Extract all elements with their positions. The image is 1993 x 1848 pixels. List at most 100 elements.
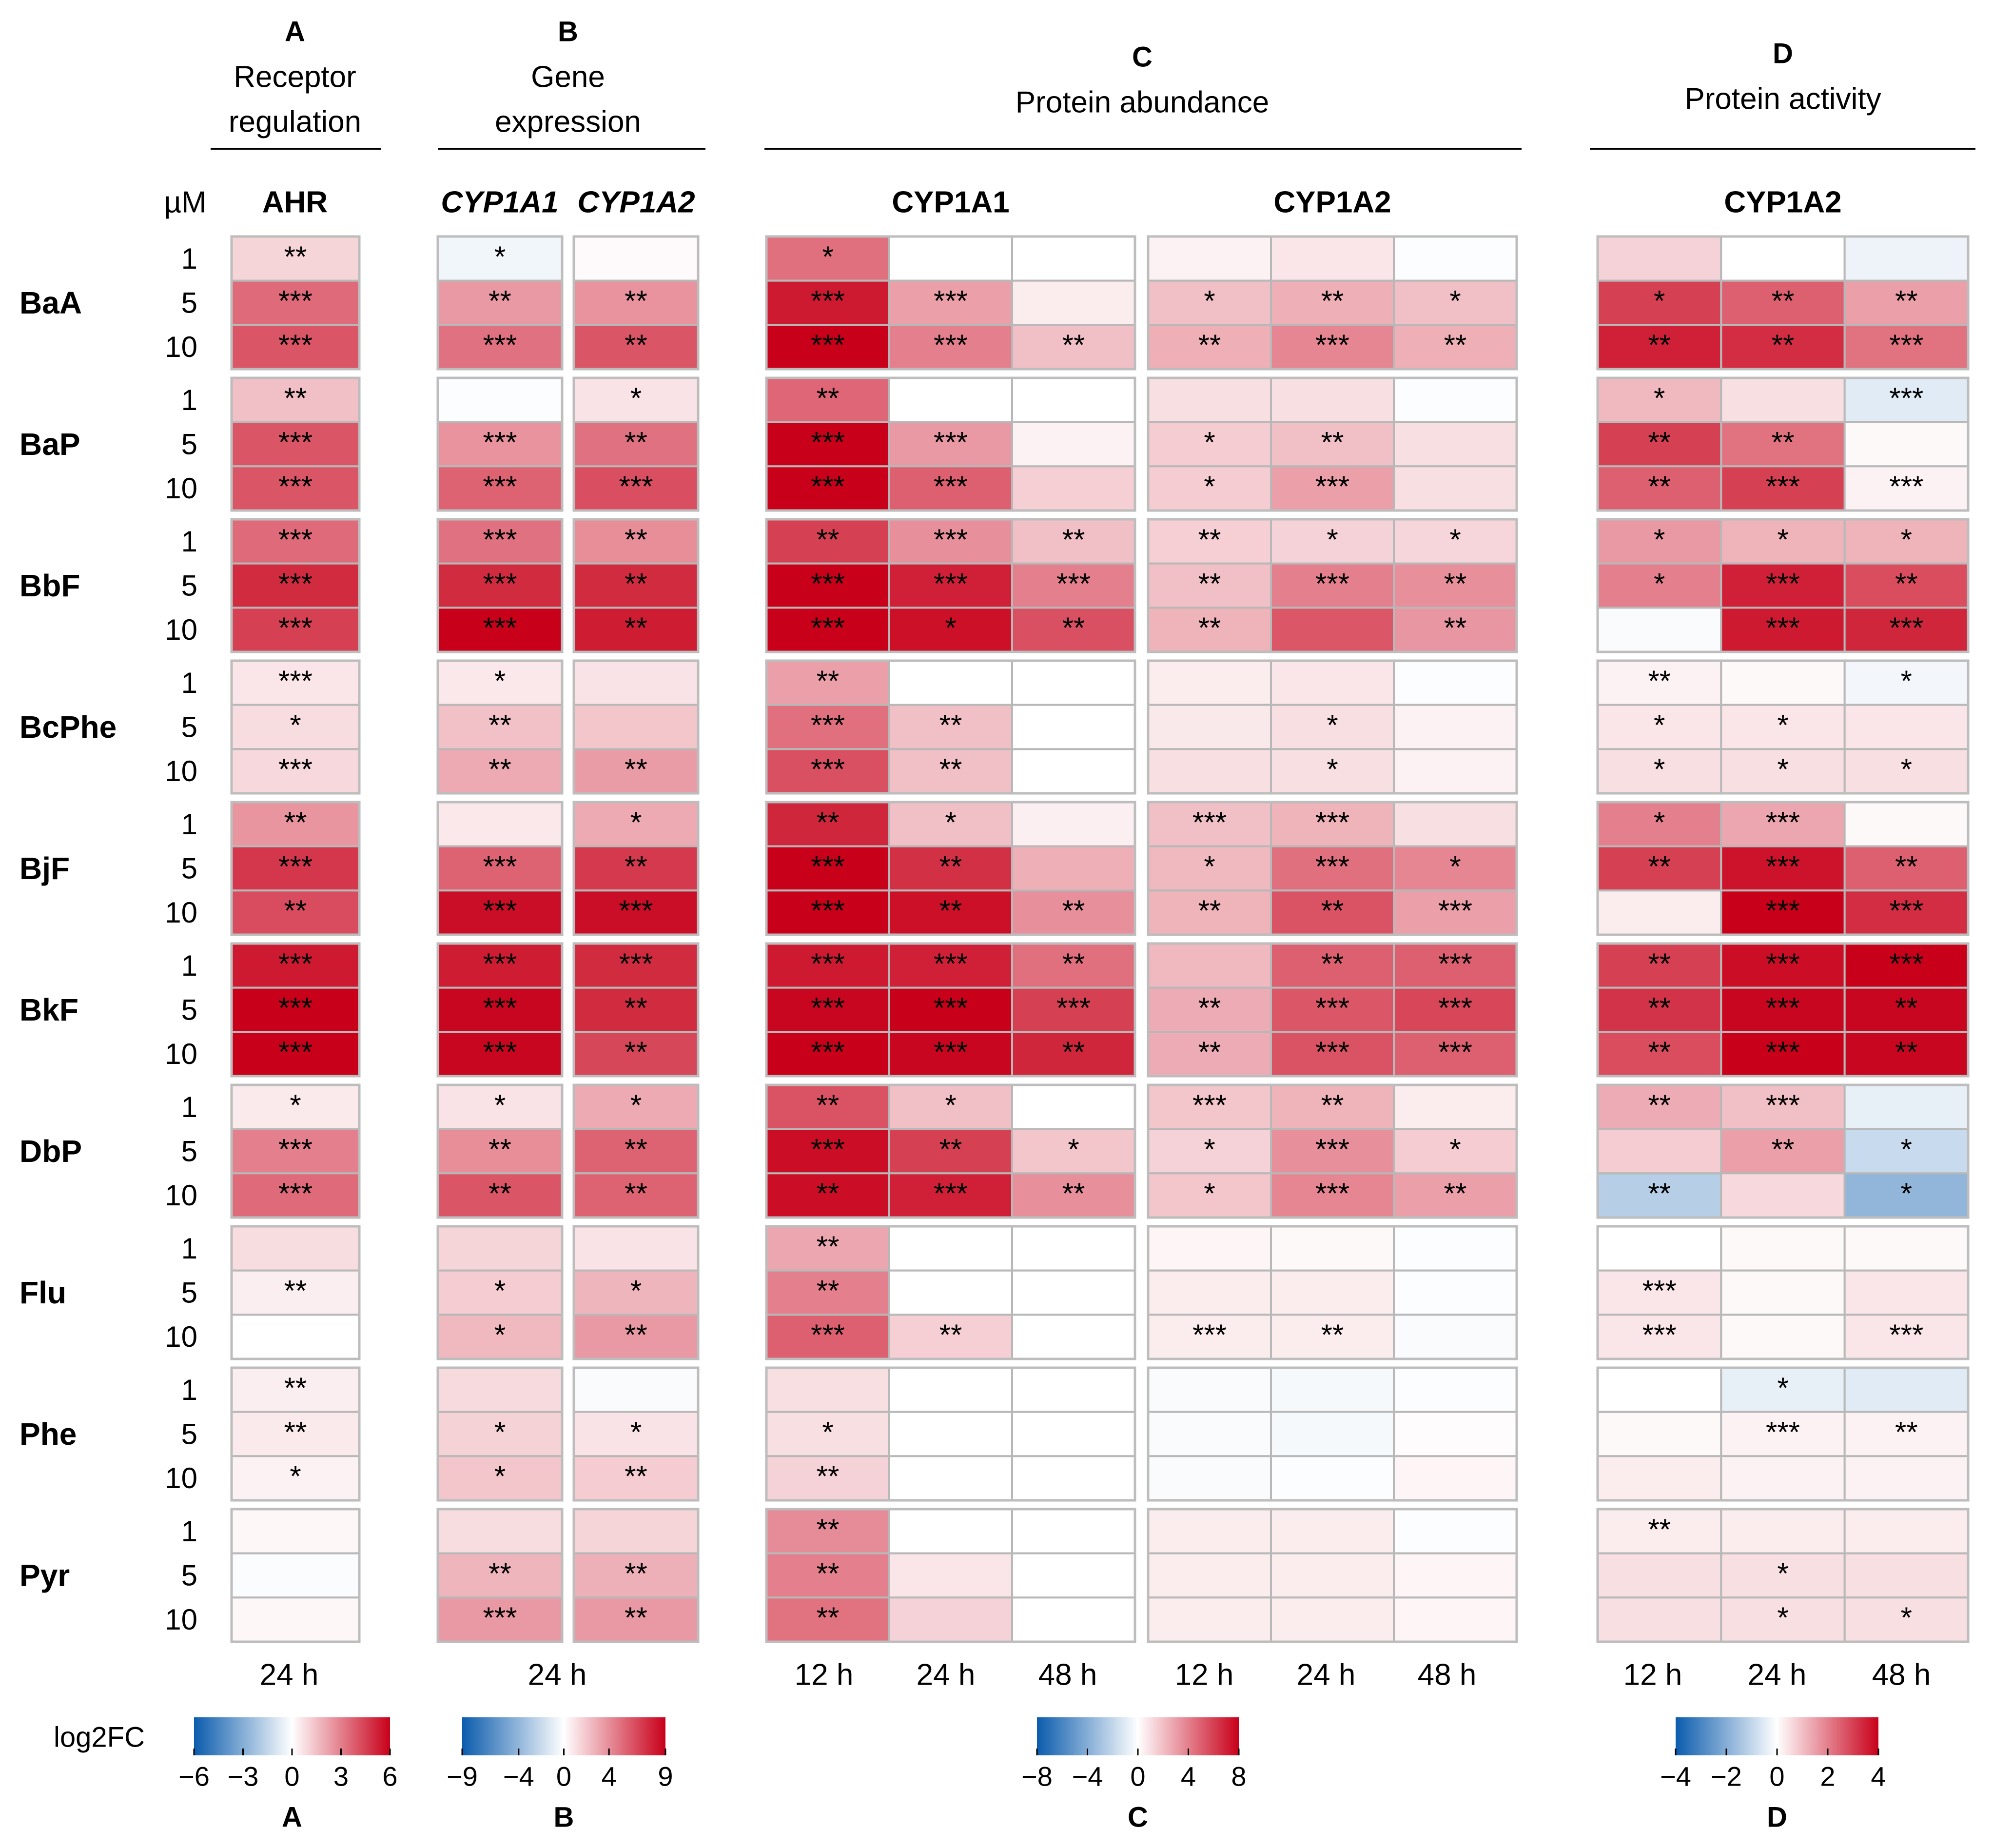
significance-stars: *** — [1438, 992, 1472, 1024]
colorbar-tick-label: 0 — [284, 1761, 299, 1792]
compound-label: Flu — [20, 1275, 66, 1310]
heatmap-cell — [437, 660, 563, 706]
heatmap-cell — [1147, 1508, 1272, 1554]
significance-stars: * — [1204, 426, 1215, 459]
heatmap-cell — [1011, 1314, 1136, 1360]
significance-stars: *** — [1056, 568, 1091, 600]
heatmap-block-border — [230, 942, 361, 1078]
significance-stars: * — [630, 382, 642, 414]
significance-stars: *** — [1766, 894, 1800, 927]
significance-stars: *** — [483, 568, 517, 600]
compound-label: Pyr — [20, 1558, 70, 1593]
heatmap-cell — [1843, 1269, 1970, 1316]
significance-stars: *** — [934, 285, 968, 317]
colorbar-tick-label: −4 — [1072, 1761, 1103, 1792]
significance-stars: ** — [488, 1557, 511, 1590]
heatmap-block-border — [1596, 1508, 1970, 1643]
significance-stars: *** — [1642, 1275, 1677, 1307]
significance-stars: * — [290, 1089, 301, 1121]
heatmap-cell — [1720, 465, 1846, 511]
heatmap-cell — [1011, 1552, 1136, 1599]
heatmap-block-border — [572, 659, 700, 795]
significance-stars: *** — [811, 753, 845, 786]
heatmap-cell — [1843, 1172, 1970, 1219]
significance-stars: * — [1777, 753, 1788, 786]
heatmap-cell — [1597, 1367, 1722, 1413]
significance-stars: * — [1777, 1601, 1788, 1634]
colorbar-tick-label: 2 — [1820, 1761, 1835, 1792]
panel-title: Receptor — [234, 60, 356, 94]
significance-stars: *** — [278, 523, 313, 556]
heatmap-block-border — [436, 801, 564, 936]
significance-stars: ** — [1062, 611, 1085, 644]
heatmap-cell — [1011, 562, 1136, 609]
heatmap-cell — [573, 1596, 699, 1643]
heatmap-cell — [1843, 1596, 1970, 1643]
heatmap-cell — [1011, 324, 1136, 370]
heatmap-cell — [1393, 1225, 1518, 1272]
heatmap-cell — [1597, 1314, 1722, 1360]
heatmap-cell — [1011, 421, 1136, 468]
heatmap-block-border — [436, 1366, 564, 1502]
significance-stars: *** — [1889, 894, 1923, 927]
heatmap-cell — [888, 1314, 1013, 1360]
heatmap-cell — [573, 1552, 699, 1599]
heatmap-block-border — [1596, 659, 1970, 795]
significance-stars: * — [1449, 285, 1461, 317]
significance-stars: *** — [1889, 470, 1923, 503]
significance-stars: * — [1654, 568, 1665, 600]
significance-stars: ** — [817, 382, 840, 414]
heatmap-cell — [1393, 1367, 1518, 1413]
significance-stars: ** — [817, 1275, 840, 1307]
dose-label: 1 — [181, 1232, 197, 1265]
significance-stars: * — [1777, 709, 1788, 742]
heatmap-cell — [1720, 1031, 1846, 1077]
heatmap-cell — [1843, 1314, 1970, 1360]
significance-stars: *** — [278, 611, 313, 644]
significance-stars: *** — [934, 426, 968, 459]
heatmap-cell — [573, 518, 699, 565]
heatmap-cell — [231, 324, 360, 370]
heatmap-cell — [231, 1596, 360, 1643]
heatmap-cell — [1270, 1172, 1395, 1219]
colorbar-tick-label: 3 — [333, 1761, 349, 1792]
significance-stars: *** — [934, 992, 968, 1024]
heatmap-cell — [1270, 1225, 1395, 1272]
heatmap-cell — [1393, 1596, 1518, 1643]
compound-label: BkF — [20, 992, 78, 1027]
heatmap-cell — [1147, 943, 1272, 989]
compound-label: DbP — [20, 1134, 82, 1169]
heatmap-cell — [1597, 562, 1722, 609]
dose-label: 5 — [181, 1559, 197, 1592]
heatmap-block-border — [230, 235, 361, 371]
heatmap-cell — [888, 1552, 1013, 1599]
heatmap-cell — [1393, 801, 1518, 847]
heatmap-cell — [888, 889, 1013, 936]
heatmap-cell — [1720, 279, 1846, 326]
heatmap-cell — [1720, 660, 1846, 706]
significance-stars: * — [1449, 850, 1461, 883]
significance-stars: ** — [817, 1089, 840, 1121]
heatmap-cell — [1720, 377, 1846, 423]
heatmap-block-border — [572, 1508, 700, 1643]
heatmap-block-border — [436, 1508, 564, 1643]
heatmap-cell — [1843, 324, 1970, 370]
heatmap-cell — [1270, 1552, 1395, 1599]
colorbar-panel-letter: B — [554, 1802, 574, 1833]
significance-stars: * — [1204, 850, 1215, 883]
heatmap-cell — [1720, 324, 1846, 370]
significance-stars: * — [1327, 709, 1338, 742]
significance-stars: *** — [1315, 1133, 1349, 1166]
heatmap-cell — [1843, 279, 1970, 326]
heatmap-cell — [1843, 986, 1970, 1033]
heatmap-cell — [1011, 748, 1136, 795]
heatmap-cell — [765, 562, 890, 609]
heatmap-cell — [573, 1508, 699, 1554]
significance-stars: * — [1654, 523, 1665, 556]
heatmap-block-border — [1147, 1225, 1518, 1360]
significance-stars: ** — [284, 1372, 307, 1404]
dose-label: 10 — [165, 1038, 197, 1070]
significance-stars: *** — [1315, 329, 1349, 361]
heatmap-cell — [1843, 889, 1970, 936]
significance-stars: * — [822, 240, 833, 273]
